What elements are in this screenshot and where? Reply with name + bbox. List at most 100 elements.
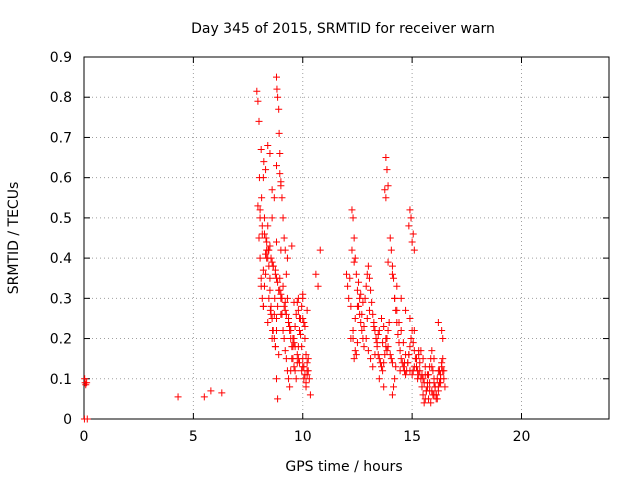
data-point — [381, 186, 389, 194]
data-point — [266, 150, 274, 158]
data-point — [266, 242, 274, 250]
data-point — [409, 339, 417, 347]
data-point — [364, 347, 372, 355]
data-point — [353, 339, 361, 347]
data-point — [391, 375, 399, 383]
data-point — [397, 355, 405, 363]
data-point — [358, 310, 366, 318]
data-point — [287, 327, 295, 335]
data-point — [218, 389, 226, 397]
data-point — [255, 117, 263, 125]
data-point — [430, 379, 438, 387]
data-point — [286, 322, 294, 330]
data-point — [303, 306, 311, 314]
data-point — [266, 286, 274, 294]
data-point — [294, 306, 302, 314]
data-point — [360, 343, 368, 351]
data-point — [257, 274, 265, 282]
data-point — [286, 383, 294, 391]
x-tick-label: 20 — [513, 429, 531, 445]
data-point — [267, 302, 275, 310]
data-point — [357, 290, 365, 298]
y-tick-label: 0.2 — [50, 332, 72, 348]
data-point — [289, 335, 297, 343]
data-point — [300, 375, 308, 383]
data-point — [273, 314, 280, 322]
data-point — [301, 335, 309, 343]
y-tick-label: 0.7 — [50, 130, 72, 146]
data-point — [264, 141, 272, 149]
data-point — [378, 314, 385, 322]
data-point — [200, 393, 208, 401]
data-point — [300, 318, 308, 326]
y-tick-label: 0.3 — [50, 291, 72, 307]
data-point — [368, 298, 376, 306]
y-tick-label: 0.6 — [50, 171, 72, 187]
data-point — [430, 355, 438, 363]
data-point — [299, 290, 307, 298]
data-point — [343, 270, 350, 278]
data-point — [386, 351, 394, 359]
data-point — [275, 129, 283, 137]
data-point — [277, 178, 285, 186]
data-point — [299, 314, 307, 322]
data-point — [253, 87, 261, 95]
data-point — [260, 230, 268, 238]
data-point — [365, 274, 373, 282]
data-point — [396, 347, 404, 355]
y-tick-label: 0.5 — [50, 211, 72, 227]
data-point — [432, 391, 440, 399]
data-point — [273, 162, 280, 170]
data-point — [277, 290, 285, 298]
data-point — [372, 335, 380, 343]
data-point — [390, 274, 398, 282]
x-tick-label: 15 — [403, 429, 421, 445]
data-point — [419, 391, 427, 399]
data-point — [256, 214, 264, 222]
data-point — [374, 331, 382, 339]
data-point — [385, 318, 393, 326]
data-point — [281, 298, 289, 306]
data-point — [295, 327, 303, 335]
data-point — [298, 367, 306, 375]
data-point — [349, 335, 357, 343]
data-point — [369, 310, 377, 318]
data-point — [258, 294, 266, 302]
data-point — [380, 322, 388, 330]
data-point — [367, 355, 375, 363]
data-point — [363, 314, 371, 322]
x-tick-label: 5 — [189, 429, 198, 445]
data-point — [415, 351, 423, 359]
data-point — [274, 278, 282, 286]
data-point — [369, 363, 377, 371]
data-point — [267, 254, 275, 262]
data-point — [290, 298, 298, 306]
data-point — [441, 383, 449, 391]
data-point — [281, 306, 289, 314]
data-point — [397, 294, 405, 302]
data-point — [408, 371, 416, 379]
data-point — [388, 262, 396, 270]
data-point — [256, 206, 264, 214]
data-point — [271, 343, 279, 351]
data-point — [382, 335, 390, 343]
data-point — [439, 355, 447, 363]
data-point — [375, 355, 383, 363]
data-point — [348, 206, 356, 214]
data-point — [294, 355, 302, 363]
data-point — [298, 302, 306, 310]
data-point — [353, 286, 361, 294]
data-point — [402, 371, 410, 379]
data-point — [312, 270, 320, 278]
data-point — [299, 363, 307, 371]
x-axis-label: GPS time / hours — [285, 459, 402, 475]
data-point — [399, 363, 407, 371]
data-point — [357, 318, 365, 326]
data-point — [434, 367, 442, 375]
data-point — [348, 246, 356, 254]
data-point — [273, 327, 280, 335]
data-point — [256, 254, 264, 262]
data-point — [262, 270, 270, 278]
data-point — [384, 258, 392, 266]
data-point — [392, 363, 400, 371]
